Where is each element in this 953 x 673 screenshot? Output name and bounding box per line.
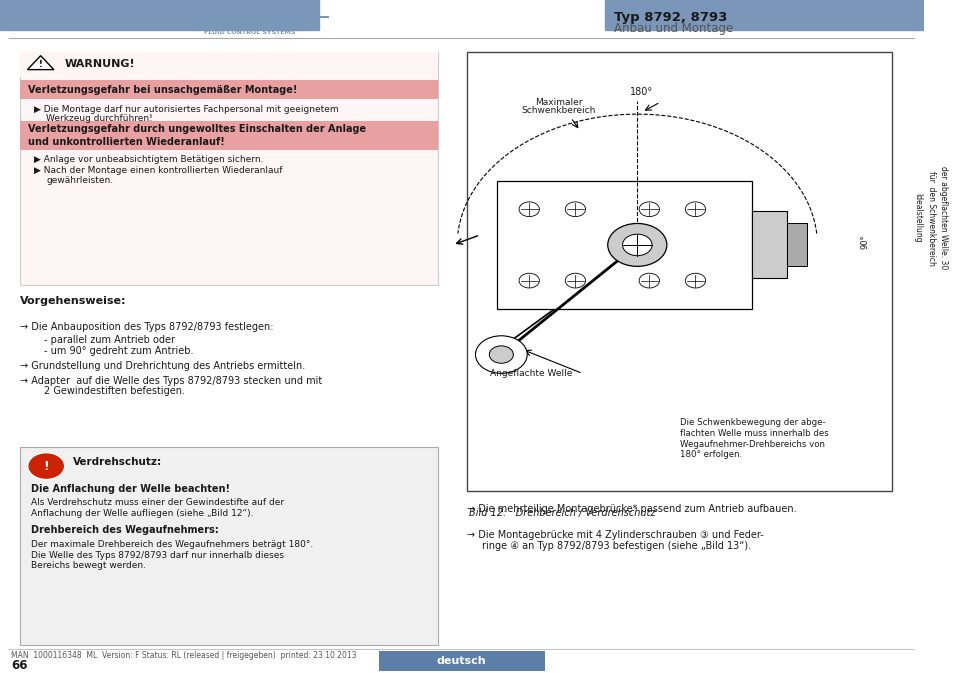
Text: → Adapter  auf die Welle des Typs 8792/8793 stecken und mit: → Adapter auf die Welle des Typs 8792/87… [20, 376, 322, 386]
Text: 2 Gewindestiften befestigen.: 2 Gewindestiften befestigen. [44, 386, 185, 396]
Text: Idealstellung: Idealstellung [913, 193, 922, 243]
Circle shape [639, 273, 659, 288]
Text: FLUID CONTROL SYSTEMS: FLUID CONTROL SYSTEMS [203, 30, 294, 36]
Text: Anflachung der Welle aufliegen (siehe „Bild 12“).: Anflachung der Welle aufliegen (siehe „B… [31, 509, 253, 518]
Text: burkert: burkert [205, 13, 293, 33]
Text: Drehbereich des Wegaufnehmers:: Drehbereich des Wegaufnehmers: [31, 525, 219, 535]
Circle shape [684, 202, 705, 217]
Text: 180°: 180° [630, 87, 653, 98]
Bar [20, 52, 437, 285]
Text: Verletzungsgefahr durch ungewolltes Einschalten der Anlage: Verletzungsgefahr durch ungewolltes Eins… [28, 125, 365, 135]
Text: Maximaler: Maximaler [535, 98, 582, 108]
Text: Bereichs bewegt werden.: Bereichs bewegt werden. [31, 561, 146, 570]
Text: deutsch: deutsch [436, 656, 486, 666]
Text: flachten Welle muss innerhalb des: flachten Welle muss innerhalb des [679, 429, 827, 438]
Text: Werkzeug durchführen!: Werkzeug durchführen! [46, 114, 152, 123]
Text: Die Schwenkbewegung der abge-: Die Schwenkbewegung der abge- [679, 418, 824, 427]
Circle shape [518, 202, 538, 217]
Bar [378, 651, 544, 671]
Text: Vorgehensweise:: Vorgehensweise: [20, 296, 127, 306]
Text: für  den Schwenkbereich: für den Schwenkbereich [926, 171, 936, 266]
Text: 66: 66 [11, 659, 28, 672]
Text: Die Welle des Typs 8792/8793 darf nur innerhalb dieses: Die Welle des Typs 8792/8793 darf nur in… [31, 551, 284, 560]
Polygon shape [28, 56, 53, 69]
Circle shape [684, 273, 705, 288]
Text: !: ! [39, 61, 43, 69]
Bar [20, 81, 437, 99]
Text: Schwenkbereich: Schwenkbereich [521, 106, 596, 116]
Text: 180° erfolgen.: 180° erfolgen. [679, 450, 741, 460]
Text: MAN  1000116348  ML  Version: F Status: RL (released | freigegeben)  printed: 23: MAN 1000116348 ML Version: F Status: RL … [11, 651, 356, 660]
Circle shape [28, 453, 65, 479]
Bar [0, 0, 318, 30]
Bar [751, 211, 786, 279]
Text: Anbau und Montage: Anbau und Montage [614, 22, 733, 36]
Bar [20, 121, 437, 149]
Text: Verdrehschutz:: Verdrehschutz: [72, 457, 162, 467]
Text: Als Verdrehschutz muss einer der Gewindestifte auf der: Als Verdrehschutz muss einer der Gewinde… [31, 498, 284, 507]
Circle shape [622, 234, 652, 256]
Circle shape [489, 346, 513, 363]
Text: → Grundstellung und Drehrichtung des Antriebs ermitteln.: → Grundstellung und Drehrichtung des Ant… [20, 361, 305, 371]
Bar [497, 181, 751, 309]
Text: Wegaufnehmer-Drehbereichs von: Wegaufnehmer-Drehbereichs von [679, 439, 824, 449]
Text: gewährleisten.: gewährleisten. [46, 176, 113, 184]
Text: - parallel zum Antrieb oder: - parallel zum Antrieb oder [44, 335, 175, 345]
Text: Die Anflachung der Welle beachten!: Die Anflachung der Welle beachten! [31, 483, 231, 493]
Text: ringe ④ an Typ 8792/8793 befestigen (siehe „Bild 13“).: ringe ④ an Typ 8792/8793 befestigen (sie… [481, 541, 750, 551]
Bar [20, 52, 437, 77]
Text: und unkontrollierten Wiederanlauf!: und unkontrollierten Wiederanlauf! [28, 137, 224, 147]
Bar [20, 448, 437, 645]
Text: 90°: 90° [860, 234, 868, 249]
Circle shape [518, 273, 538, 288]
Text: ▶ Die Montage darf nur autorisiertes Fachpersonal mit geeignetem: ▶ Die Montage darf nur autorisiertes Fac… [34, 104, 338, 114]
Circle shape [475, 336, 527, 374]
Bar [467, 52, 891, 491]
Circle shape [639, 202, 659, 217]
Text: - um 90° gedreht zum Antrieb.: - um 90° gedreht zum Antrieb. [44, 346, 193, 356]
Bar [786, 223, 806, 267]
Text: Der maximale Drehbereich des Wegaufnehmers beträgt 180°.: Der maximale Drehbereich des Wegaufnehme… [31, 540, 314, 549]
Text: → Die mehrteilige Montagebrücke* passend zum Antrieb aufbauen.: → Die mehrteilige Montagebrücke* passend… [467, 504, 796, 514]
Circle shape [607, 223, 666, 267]
Text: Typ 8792, 8793: Typ 8792, 8793 [614, 11, 727, 24]
Text: ▶ Anlage vor unbeabsichtigtem Betätigen sichern.: ▶ Anlage vor unbeabsichtigtem Betätigen … [34, 155, 263, 164]
Text: → Die Montagebrücke mit 4 Zylinderschrauben ③ und Feder-: → Die Montagebrücke mit 4 Zylinderschrau… [467, 530, 763, 540]
Text: ▶ Nach der Montage einen kontrollierten Wiederanlauf: ▶ Nach der Montage einen kontrollierten … [34, 166, 282, 176]
Text: Bild 12:   Drehbereich / Verdrehschutz: Bild 12: Drehbereich / Verdrehschutz [469, 507, 655, 518]
Text: Angeflachte Welle: Angeflachte Welle [490, 369, 572, 378]
Text: ° / max. 180 °): ° / max. 180 °) [950, 190, 953, 246]
Text: → Die Anbauposition des Typs 8792/8793 festlegen:: → Die Anbauposition des Typs 8792/8793 f… [20, 322, 274, 332]
Text: !: ! [43, 460, 49, 472]
Circle shape [565, 273, 585, 288]
Text: WARNUNG!: WARNUNG! [65, 59, 135, 69]
Circle shape [565, 202, 585, 217]
Text: der abgeflachten Welle. 30: der abgeflachten Welle. 30 [939, 166, 947, 270]
Text: Verletzungsgefahr bei unsachgemäßer Montage!: Verletzungsgefahr bei unsachgemäßer Mont… [28, 85, 296, 95]
Bar [604, 0, 923, 30]
